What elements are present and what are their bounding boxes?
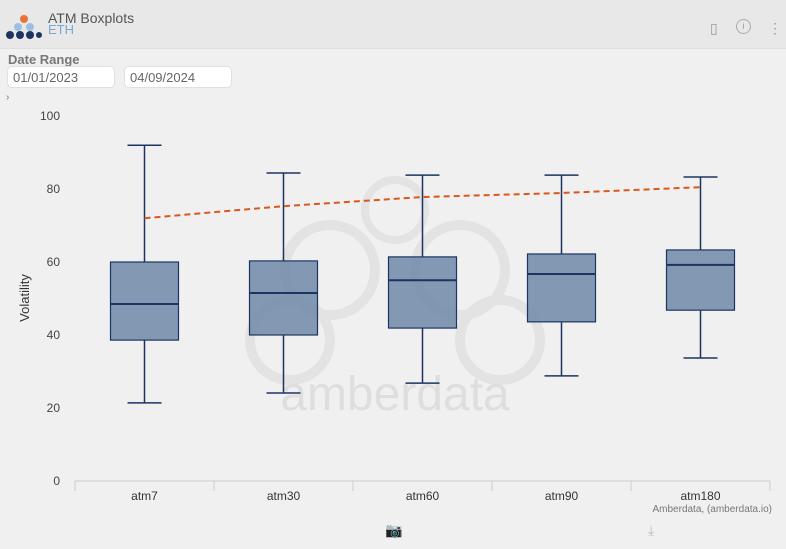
- credit-text: Amberdata, (amberdata.io): [652, 504, 772, 515]
- info-icon[interactable]: i: [736, 19, 751, 34]
- y-tick-label: 80: [47, 182, 61, 196]
- y-tick-label: 20: [47, 401, 61, 415]
- start-date-input[interactable]: 01/01/2023: [7, 66, 115, 88]
- iqr-box: [387, 256, 458, 329]
- box-atm60: [387, 174, 458, 384]
- x-tick-label: atm60: [406, 489, 440, 503]
- chevron-right-icon[interactable]: ›: [6, 92, 10, 103]
- box-atm180: [665, 176, 736, 359]
- x-tick-label: atm30: [267, 489, 301, 503]
- download-icon[interactable]: ⤓: [648, 522, 655, 538]
- svg-text:amberdata: amberdata: [280, 368, 510, 421]
- iqr-box: [665, 249, 736, 311]
- x-tick-label: atm7: [131, 489, 158, 503]
- header: ATM Boxplots ETH ▯ i ⋮: [0, 0, 786, 49]
- camera-icon[interactable]: 📷: [385, 522, 403, 538]
- chart-subtitle: ETH: [48, 22, 74, 37]
- dashed-line-series: [144, 186, 701, 220]
- box-atm90: [526, 174, 597, 377]
- y-tick-label: 100: [40, 109, 60, 123]
- iqr-box: [248, 260, 319, 336]
- box-atm30: [248, 172, 319, 394]
- more-vertical-icon[interactable]: ⋮: [768, 20, 782, 36]
- chart-title: ATM Boxplots: [48, 10, 135, 26]
- y-tick-label: 40: [47, 328, 61, 342]
- y-tick-label: 60: [47, 255, 61, 269]
- x-tick-label: atm90: [545, 489, 579, 503]
- end-date-input[interactable]: 04/09/2024: [124, 66, 232, 88]
- box-atm7: [109, 144, 180, 404]
- y-axis-label: Volatility: [17, 274, 32, 322]
- y-tick-label: 0: [53, 474, 60, 488]
- watermark: amberdata: [245, 176, 545, 421]
- bookmark-icon[interactable]: ▯: [710, 20, 718, 36]
- logo-icon: [6, 15, 42, 39]
- date-range-label: Date Range: [8, 52, 80, 67]
- iqr-box: [526, 253, 597, 323]
- iqr-box: [109, 261, 180, 341]
- x-tick-label: atm180: [680, 489, 720, 503]
